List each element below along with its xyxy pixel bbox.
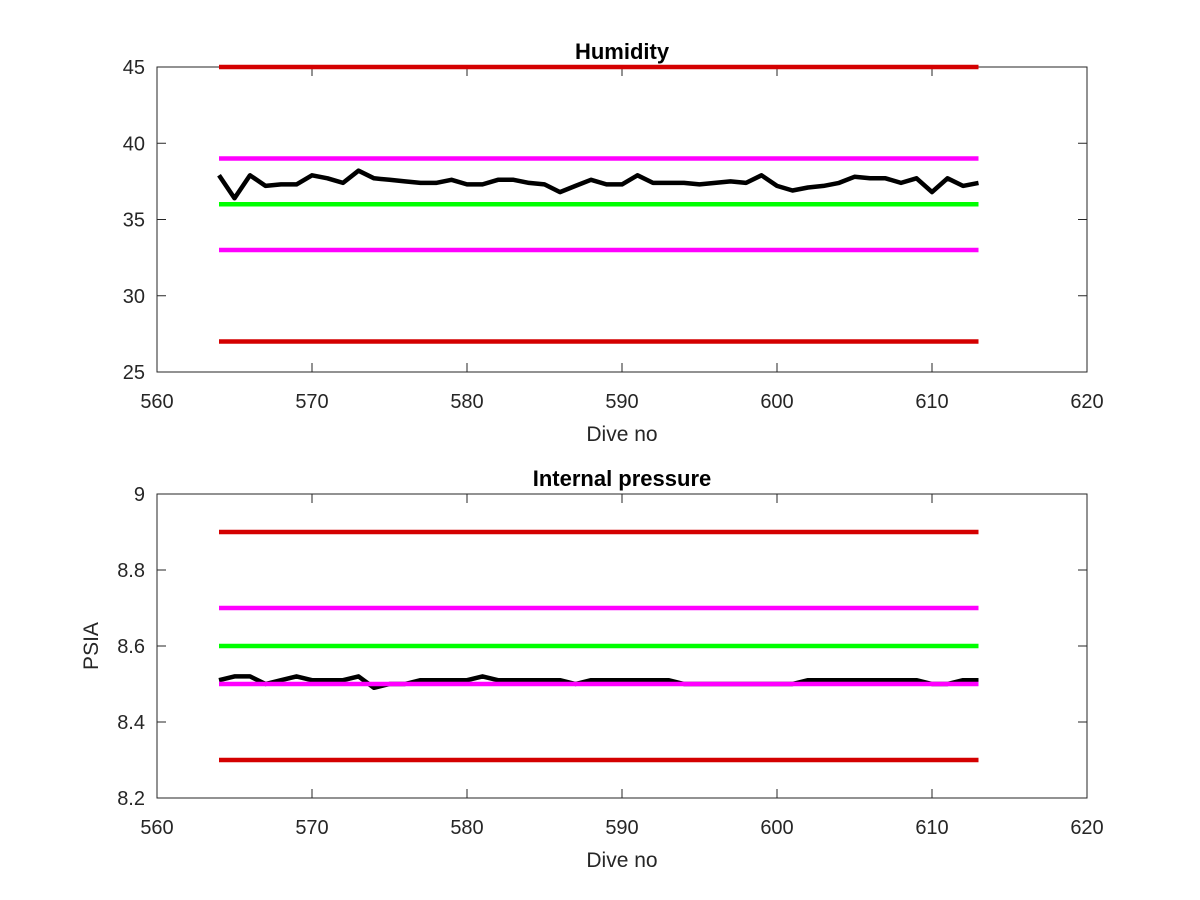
internal-pressure-plot: 560 570 580 590 600 610 620 8.2 8.4 8.6 8.8 9 Intern… xyxy=(80,466,1104,872)
y-tick-label: 8.8 xyxy=(117,560,145,582)
y-axis-label: PSIA xyxy=(80,622,103,670)
x-tick-label: 570 xyxy=(295,391,328,413)
x-tick-label: 580 xyxy=(450,817,483,839)
x-tick-label: 590 xyxy=(605,817,638,839)
x-tick-label: 620 xyxy=(1070,391,1103,413)
y-tick-label: 35 xyxy=(123,210,145,232)
chart-title: Internal pressure xyxy=(533,466,712,491)
axes-box xyxy=(156,66,1088,373)
x-tick-label: 620 xyxy=(1070,817,1103,839)
x-tick-label: 580 xyxy=(450,391,483,413)
humidity-plot: 560 570 580 590 600 610 620 25 30 35 40 45 Humidity D… xyxy=(123,39,1104,446)
data-series-line xyxy=(217,168,979,201)
data-series-line xyxy=(218,674,979,691)
y-tick-label: 25 xyxy=(123,362,145,384)
x-tick-label: 570 xyxy=(295,817,328,839)
x-axis-label: Dive no xyxy=(586,423,657,446)
y-tick-label: 9 xyxy=(134,484,145,506)
x-tick-label: 600 xyxy=(760,391,793,413)
y-tick-label: 30 xyxy=(123,286,145,308)
x-axis-label: Dive no xyxy=(586,849,657,872)
y-tick-label: 8.4 xyxy=(117,712,145,734)
y-tick-label: 8.2 xyxy=(117,788,145,810)
y-tick-label: 45 xyxy=(123,57,145,79)
y-tick-label: 40 xyxy=(123,133,145,155)
y-tick-label: 8.6 xyxy=(117,636,145,658)
x-tick-label: 600 xyxy=(760,817,793,839)
x-tick-label: 610 xyxy=(915,817,948,839)
x-tick-label: 610 xyxy=(915,391,948,413)
x-tick-label: 560 xyxy=(140,817,173,839)
x-tick-label: 590 xyxy=(605,391,638,413)
x-tick-label: 560 xyxy=(140,391,173,413)
chart-title: Humidity xyxy=(575,39,670,64)
